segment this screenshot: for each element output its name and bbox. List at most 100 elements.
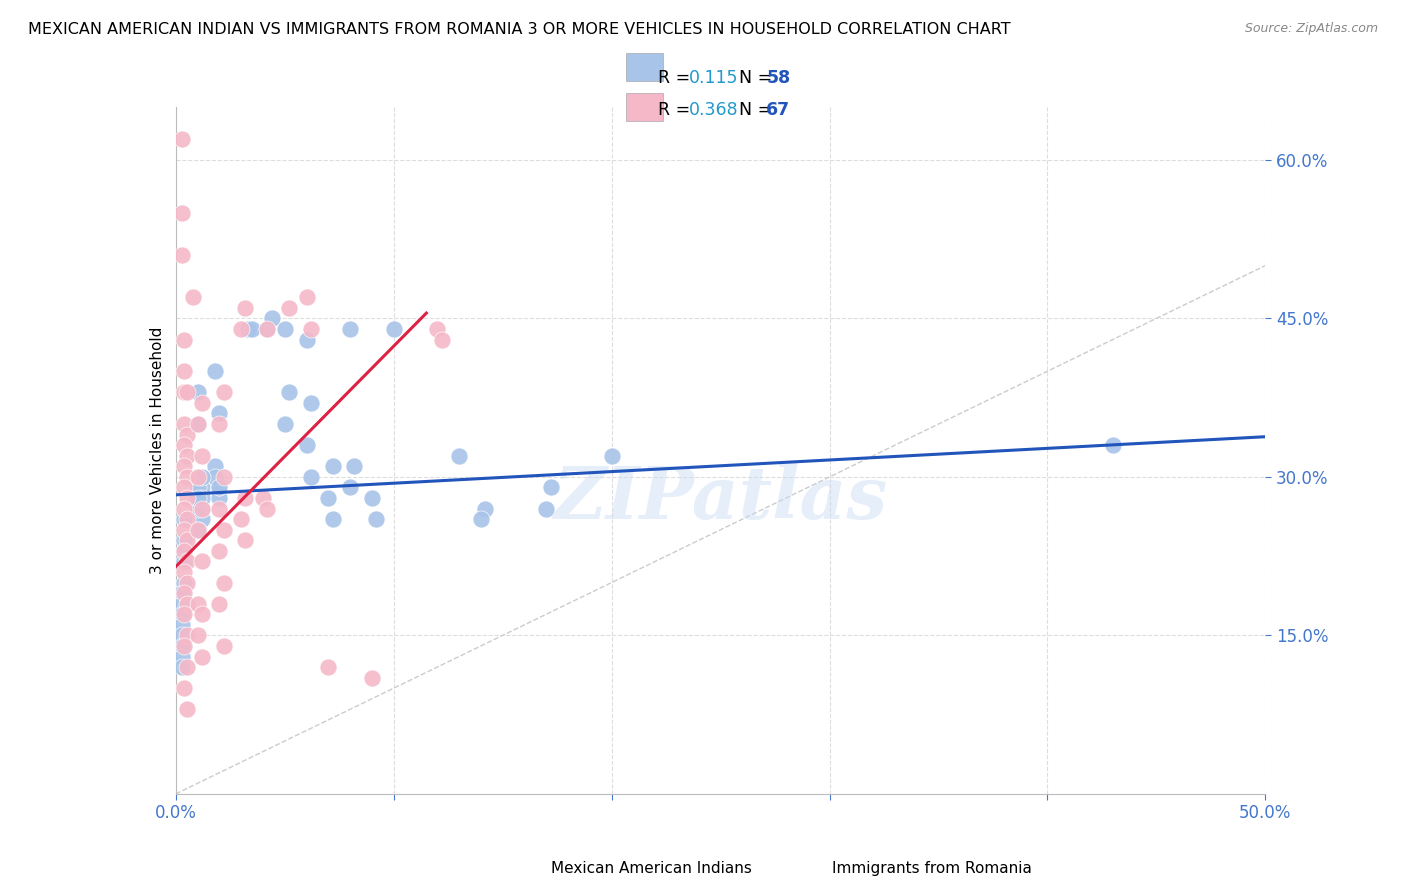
Point	[256, 501, 278, 516]
Text: ZIPatlas: ZIPatlas	[554, 463, 887, 534]
Point	[191, 449, 214, 463]
Point	[1102, 438, 1125, 452]
Point	[212, 575, 235, 590]
Point	[426, 322, 449, 336]
Point	[173, 459, 195, 474]
Point	[186, 523, 209, 537]
Point	[278, 385, 301, 400]
Point	[318, 660, 340, 674]
Text: Immigrants from Romania: Immigrants from Romania	[832, 862, 1032, 876]
Point	[176, 449, 198, 463]
Point	[176, 554, 198, 568]
Point	[540, 480, 562, 494]
Point	[274, 417, 297, 431]
Point	[231, 322, 253, 336]
Point	[339, 480, 361, 494]
Point	[191, 480, 214, 494]
Point	[295, 333, 318, 347]
Point	[274, 322, 297, 336]
Text: N =: N =	[728, 70, 778, 87]
Point	[172, 597, 194, 611]
Point	[191, 501, 214, 516]
Point	[186, 470, 209, 484]
Point	[534, 501, 557, 516]
Point	[191, 607, 214, 622]
Point	[212, 470, 235, 484]
Point	[172, 607, 194, 622]
Y-axis label: 3 or more Vehicles in Household: 3 or more Vehicles in Household	[149, 326, 165, 574]
Point	[382, 322, 405, 336]
Point	[256, 322, 278, 336]
Text: 0.368: 0.368	[689, 101, 738, 119]
Point	[235, 491, 257, 505]
Text: 0.115: 0.115	[689, 70, 738, 87]
Point	[208, 544, 231, 558]
Point	[172, 617, 194, 632]
Point	[252, 491, 274, 505]
Text: N =: N =	[728, 101, 778, 119]
Point	[212, 385, 235, 400]
Point	[208, 597, 231, 611]
Point	[172, 639, 194, 653]
Point	[295, 290, 318, 304]
Point	[176, 491, 198, 505]
Point	[212, 639, 235, 653]
Point	[191, 554, 214, 568]
Text: 67: 67	[766, 101, 790, 119]
Point	[176, 533, 198, 548]
Point	[172, 132, 194, 146]
Point	[176, 660, 198, 674]
Point	[173, 554, 195, 568]
Point	[447, 449, 470, 463]
Point	[339, 322, 361, 336]
Point	[256, 322, 278, 336]
Point	[173, 480, 195, 494]
Point	[173, 639, 195, 653]
Point	[172, 205, 194, 219]
Point	[260, 311, 283, 326]
Point	[204, 470, 226, 484]
Point	[208, 407, 231, 421]
FancyBboxPatch shape	[627, 93, 662, 120]
Text: Source: ZipAtlas.com: Source: ZipAtlas.com	[1244, 22, 1378, 36]
Point	[191, 501, 214, 516]
Point	[172, 628, 194, 642]
Point	[176, 385, 198, 400]
Point	[240, 322, 263, 336]
Point	[173, 501, 195, 516]
Point	[173, 438, 195, 452]
Point	[186, 385, 209, 400]
Point	[295, 438, 318, 452]
Point	[186, 417, 209, 431]
Point	[236, 322, 259, 336]
Point	[186, 501, 209, 516]
Point	[186, 597, 209, 611]
Point	[172, 586, 194, 600]
Point	[474, 501, 496, 516]
Point	[173, 607, 195, 622]
Point	[470, 512, 492, 526]
Point	[343, 459, 366, 474]
Point	[191, 649, 214, 664]
Point	[191, 491, 214, 505]
Point	[173, 364, 195, 378]
Point	[322, 459, 344, 474]
Point	[173, 681, 195, 696]
Point	[318, 491, 340, 505]
Point	[173, 417, 195, 431]
Point	[181, 290, 204, 304]
Point	[231, 512, 253, 526]
Point	[360, 671, 382, 685]
Point	[173, 565, 195, 579]
Point	[172, 660, 194, 674]
Point	[173, 575, 195, 590]
Point	[173, 533, 195, 548]
Point	[204, 459, 226, 474]
Point	[322, 512, 344, 526]
Point	[360, 491, 382, 505]
Point	[172, 649, 194, 664]
Point	[430, 333, 453, 347]
Point	[186, 491, 209, 505]
Point	[186, 523, 209, 537]
Point	[235, 533, 257, 548]
